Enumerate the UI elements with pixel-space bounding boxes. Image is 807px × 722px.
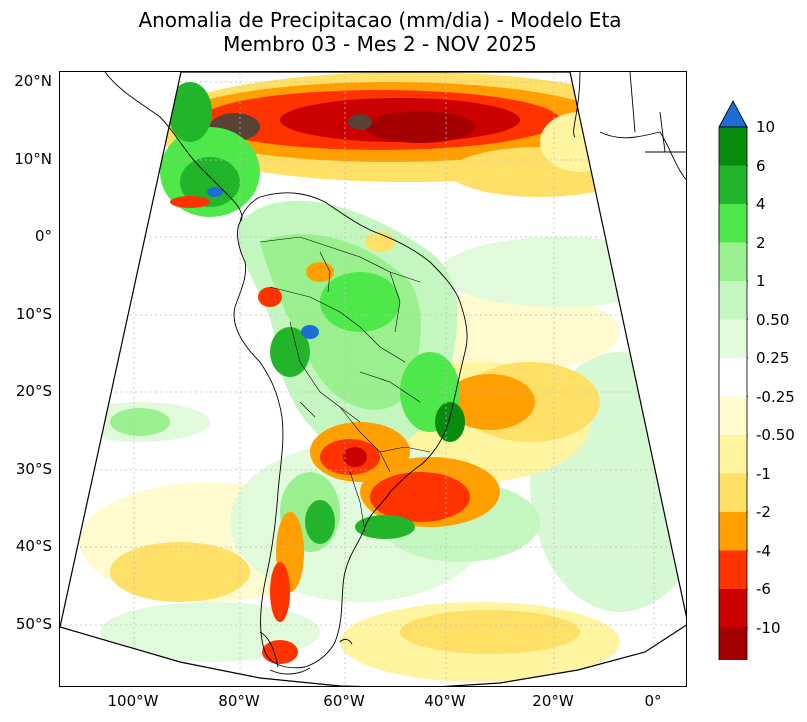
lat-label-10n: 10°N [14,150,52,168]
anomaly-patch [355,515,415,539]
lon-label-0: 0° [644,692,662,710]
colorbar-tick-label: -4 [756,541,771,560]
colorbar-segment [719,512,747,551]
anomaly-patch [168,82,212,142]
lat-label-20n: 20°N [14,72,52,90]
anomaly-patch [305,500,335,544]
colorbar-segment [719,242,747,282]
anomaly-patch [258,287,282,307]
lon-label-80w: 80°W [218,692,260,710]
coastlines [104,72,686,675]
anomaly-patch [343,447,367,467]
colorbar-tick-label: 4 [756,195,766,213]
anomaly-patch [450,147,630,197]
colorbar-tick-label: -10 [756,618,781,637]
lat-label-0: 0° [34,227,52,245]
colorbar-tick-label: -0.25 [756,387,795,406]
colorbar-tick-label: 1 [756,272,766,290]
anomaly-patch [365,111,475,143]
anomaly-patch [370,472,470,522]
anomaly-patch [110,542,250,602]
colorbar-segment [719,319,747,359]
colorbar-segment [719,435,747,474]
colorbar [718,100,748,660]
lon-label-100w: 100°W [107,692,159,710]
colorbar-segment [719,358,747,397]
anomaly-patch [301,325,319,339]
colorbar-tick-label: 0.25 [756,349,790,367]
colorbar-segment [719,281,747,320]
lon-label-40w: 40°W [424,692,466,710]
lat-label-10s: 10°S [15,305,52,323]
anomaly-patch [262,640,298,664]
anomaly-patch [110,408,170,436]
colorbar-tick-label: -6 [756,580,771,598]
anomaly-patch [320,272,400,332]
lat-label-20s: 20°S [15,382,52,400]
lat-label-30s: 30°S [15,460,52,478]
lon-label-20w: 20°W [532,692,574,710]
map-title: Anomalia de Precipitacao (mm/dia) - Mode… [138,8,622,32]
colorbar-segment [719,627,747,660]
anomaly-patch [270,562,290,622]
colorbar-segment [719,165,747,205]
colorbar-tick-label: 2 [756,233,766,252]
colorbar-over-triangle [718,100,748,128]
colorbar-tick-label: 6 [756,156,766,175]
colorbar-tick-label: -2 [756,503,771,521]
map-frame [59,71,687,687]
map-subtitle: Membro 03 - Mes 2 - NOV 2025 [223,32,537,56]
colorbar-tick-label: -0.50 [756,426,795,444]
lat-label-50s: 50°S [15,615,52,633]
colorbar-tick-label: 0.50 [756,310,790,329]
colorbar-segment [719,204,747,243]
precipitation-anomaly-map [60,72,686,686]
colorbar-segment [719,550,747,590]
anomaly-patch [207,187,223,197]
anomaly-patch [170,196,210,208]
anomaly-patch [365,232,395,252]
colorbar-tick-label: -1 [756,464,771,483]
anomaly-patch [306,262,334,282]
colorbar-segment [719,589,747,628]
anomaly-patch [435,402,465,442]
colorbar-segment [719,127,747,166]
anomaly-patch [440,237,680,307]
model-domain-outline [60,72,686,686]
country-borders [259,236,431,533]
colorbar-tick-label: 10 [756,118,776,136]
lat-label-40s: 40°S [15,537,52,555]
anomaly-patch [270,327,310,377]
anomaly-patch [400,610,580,654]
colorbar-segment [719,396,747,436]
anomaly-patch [180,157,240,207]
lon-label-60w: 60°W [323,692,365,710]
anomaly-patch [348,114,372,130]
anomaly-patch [445,374,535,430]
colorbar-segment [719,473,747,513]
